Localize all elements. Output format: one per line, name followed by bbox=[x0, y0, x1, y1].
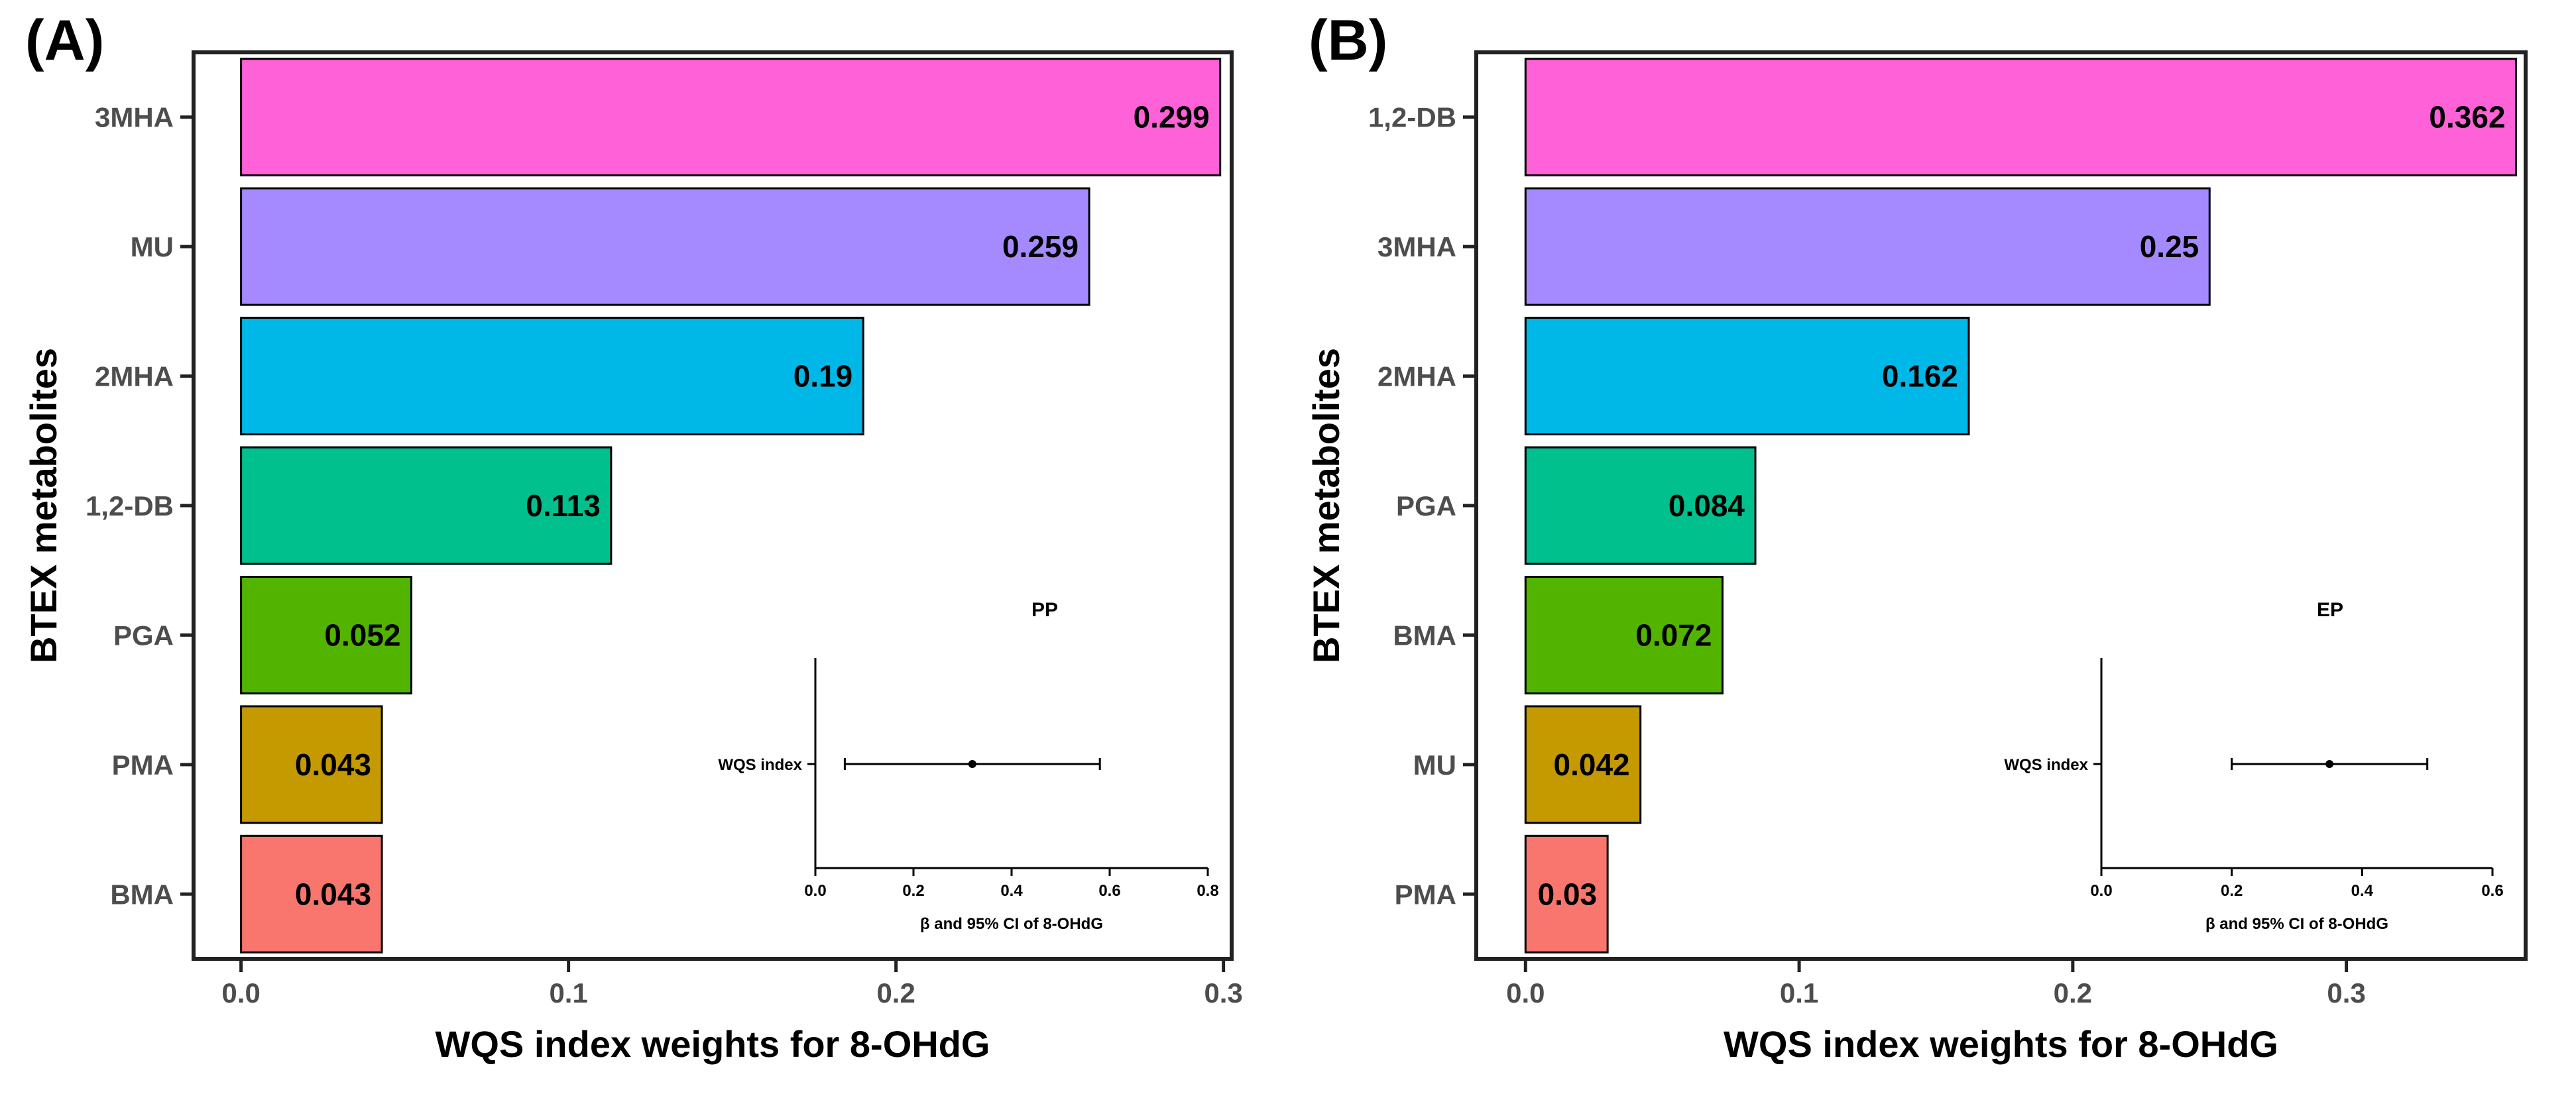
bar-3MHA bbox=[240, 58, 1222, 177]
y-tick-label: PMA bbox=[1395, 879, 1456, 910]
inset-x-tick-label: 0.2 bbox=[902, 882, 924, 900]
x-tick-label: 0.1 bbox=[1780, 977, 1818, 1009]
y-tick-label: 2MHA bbox=[95, 361, 174, 392]
inset-row-label: WQS index bbox=[2004, 756, 2088, 774]
inset-x-tick-label: 0.0 bbox=[804, 882, 826, 900]
y-tick-label: 1,2-DB bbox=[86, 490, 174, 521]
y-tick-label: MU bbox=[131, 231, 174, 262]
inset-x-tick-label: 0.2 bbox=[2221, 882, 2243, 900]
y-tick-label: 3MHA bbox=[95, 102, 174, 133]
bar-BMA bbox=[1524, 575, 1724, 694]
data-label: 0.162 bbox=[1882, 359, 1958, 394]
bar-MU bbox=[240, 187, 1090, 306]
plot-frame bbox=[192, 50, 1234, 961]
x-tick-label: 0.0 bbox=[221, 977, 260, 1009]
inset-x-axis-title: β and 95% CI of 8-OHdG bbox=[920, 915, 1103, 933]
inset-x-tick-label: 0.4 bbox=[2351, 882, 2374, 900]
bar-MU bbox=[1524, 705, 1642, 824]
inset-forest-plot: EP 0.0 0.2 0.4 0.6 WQS index β and 95% CI of 8… bbox=[2004, 599, 2503, 933]
bar-BMA bbox=[240, 834, 383, 954]
inset-x-tick-label: 0.4 bbox=[1000, 882, 1023, 900]
point-estimate bbox=[968, 760, 976, 768]
x-tick-label: 0.3 bbox=[1204, 977, 1242, 1009]
y-tick-label: 1,2-DB bbox=[1368, 102, 1456, 133]
panel-label: (A) bbox=[25, 9, 104, 72]
panel-a: (A) 0.299 3MHA 0.259 MU 0.19 2MHA 0.113 1,2-DB 0.… bbox=[23, 9, 1243, 1065]
data-label: 0.362 bbox=[2429, 100, 2505, 135]
y-tick-label: 3MHA bbox=[1377, 231, 1456, 262]
x-tick-label: 0.2 bbox=[2054, 977, 2092, 1009]
x-tick-label: 0.3 bbox=[2327, 977, 2365, 1009]
data-label: 0.25 bbox=[2140, 229, 2199, 264]
bar-1,2-DB bbox=[1524, 58, 2518, 177]
y-tick-label: BMA bbox=[110, 879, 174, 910]
bar-2MHA bbox=[1524, 317, 1970, 436]
data-label: 0.052 bbox=[324, 618, 400, 652]
data-label: 0.03 bbox=[1538, 877, 1598, 911]
panel-b: (B) 0.362 1,2-DB 0.25 3MHA 0.162 2MHA 0.084 PGA 0… bbox=[1305, 9, 2528, 1065]
y-tick-label: PGA bbox=[113, 620, 174, 651]
x-tick-label: 0.2 bbox=[876, 977, 915, 1009]
data-label: 0.084 bbox=[1669, 488, 1745, 523]
inset-x-tick-label: 0.6 bbox=[1098, 882, 1120, 900]
y-axis-title: BTEX metabolites bbox=[1305, 348, 1347, 663]
bar-PMA bbox=[1524, 834, 1609, 954]
x-tick-label: 0.1 bbox=[549, 977, 587, 1009]
inset-x-tick-label: 0.8 bbox=[1197, 882, 1218, 900]
x-tick-label: 0.0 bbox=[1506, 977, 1545, 1009]
data-label: 0.113 bbox=[526, 488, 601, 523]
point-estimate bbox=[2325, 760, 2334, 768]
inset-x-axis-title: β and 95% CI of 8-OHdG bbox=[2205, 915, 2388, 933]
x-axis-title: WQS index weights for 8-OHdG bbox=[436, 1023, 990, 1065]
bar-PGA bbox=[240, 575, 413, 694]
data-label: 0.259 bbox=[1002, 229, 1079, 264]
y-tick-label: PMA bbox=[112, 749, 174, 781]
bar-3MHA bbox=[1524, 187, 2211, 306]
data-label: 0.299 bbox=[1134, 100, 1210, 135]
y-axis-title: BTEX metabolites bbox=[23, 348, 64, 663]
plot-frame bbox=[1474, 50, 2528, 961]
data-label: 0.043 bbox=[295, 877, 371, 911]
x-axis-title: WQS index weights for 8-OHdG bbox=[1724, 1023, 2278, 1065]
bar-1,2-DB bbox=[240, 446, 613, 565]
y-tick-label: 2MHA bbox=[1377, 361, 1456, 392]
inset-title: PP bbox=[1031, 599, 1058, 621]
bar-PMA bbox=[240, 705, 383, 824]
y-tick-label: PGA bbox=[1396, 490, 1456, 521]
bar-2MHA bbox=[240, 317, 864, 436]
inset-forest-plot: PP 0.0 0.2 0.4 0.6 0.8 WQS index β and 95% CI o… bbox=[718, 599, 1218, 933]
bar-PGA bbox=[1524, 446, 1757, 565]
data-label: 0.072 bbox=[1635, 618, 1712, 652]
inset-title: EP bbox=[2317, 599, 2343, 621]
inset-x-tick-label: 0.6 bbox=[2481, 882, 2503, 900]
data-label: 0.043 bbox=[295, 747, 371, 782]
panel-label: (B) bbox=[1309, 9, 1387, 72]
data-label: 0.042 bbox=[1554, 747, 1630, 782]
data-label: 0.19 bbox=[793, 359, 853, 394]
y-tick-label: MU bbox=[1413, 749, 1456, 781]
inset-row-label: WQS index bbox=[718, 756, 802, 774]
inset-x-tick-label: 0.0 bbox=[2090, 882, 2112, 900]
y-tick-label: BMA bbox=[1393, 620, 1456, 651]
